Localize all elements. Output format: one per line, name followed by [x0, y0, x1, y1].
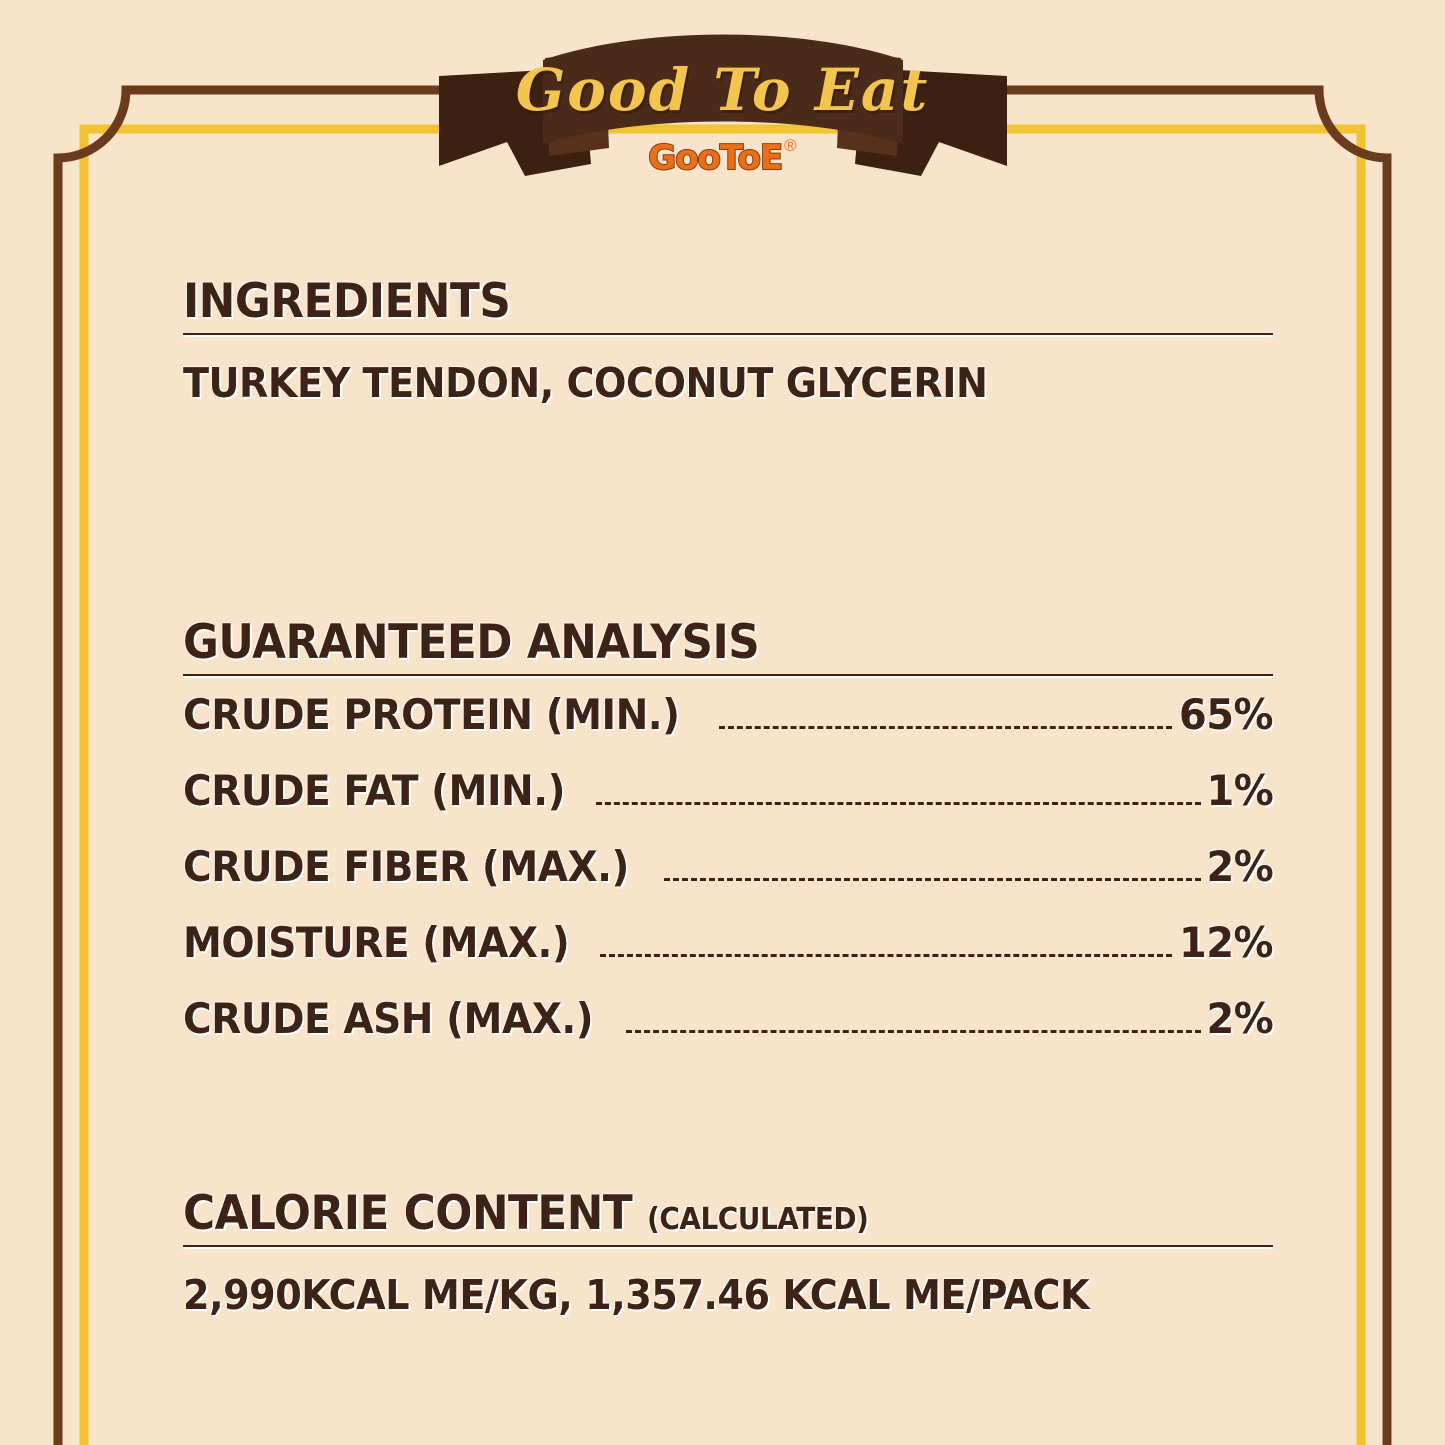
- ingredients-rule: [183, 332, 1273, 337]
- guaranteed-analysis-label: CRUDE FIBER (MAX.): [183, 841, 629, 891]
- guaranteed-analysis-row: CRUDE FAT (MIN.) 1%: [183, 766, 1273, 842]
- brand-ribbon: Good To Eat GooToE ®: [433, 24, 1013, 214]
- spacer-1: [183, 407, 1273, 619]
- guaranteed-analysis-rows: CRUDE PROTEIN (MIN.) 65% CRUDE FAT (MIN.) 1…: [183, 690, 1273, 1070]
- label-content: INGREDIENTS TURKEY TENDON, COCONUT GLYCE…: [183, 278, 1273, 1319]
- brand-name-text: GooToE: [647, 137, 784, 179]
- guaranteed-analysis-label: MOISTURE (MAX.): [183, 917, 570, 967]
- leader-dots: [600, 953, 1172, 957]
- guaranteed-analysis-value: 65%: [1178, 689, 1274, 739]
- guaranteed-analysis-rule: [183, 673, 1273, 678]
- calorie-content-heading-suffix: (CALCULATED): [647, 1201, 869, 1237]
- guaranteed-analysis-label: CRUDE PROTEIN (MIN.): [183, 689, 680, 739]
- guaranteed-analysis-row: MOISTURE (MAX.) 12%: [183, 918, 1273, 994]
- leader-dots: [664, 877, 1201, 881]
- guaranteed-analysis-label: CRUDE ASH (MAX.): [183, 993, 594, 1043]
- guaranteed-analysis-value: 1%: [1206, 765, 1273, 815]
- calorie-content-heading: CALORIE CONTENT (CALCULATED): [183, 1189, 1197, 1238]
- leader-dots: [718, 725, 1172, 729]
- ingredients-heading: INGREDIENTS: [183, 274, 511, 329]
- spacer-2: [183, 1070, 1273, 1190]
- leader-dots: [595, 801, 1201, 805]
- guaranteed-analysis-value: 12%: [1178, 917, 1274, 967]
- guaranteed-analysis-heading: GUARANTEED ANALYSIS: [183, 614, 760, 670]
- leader-dots: [626, 1029, 1201, 1033]
- guaranteed-analysis-row: CRUDE ASH (MAX.) 2%: [183, 994, 1273, 1070]
- section-calorie-content: CALORIE CONTENT (CALCULATED) 2,990KCAL M…: [183, 1189, 1273, 1319]
- guaranteed-analysis-label: CRUDE FAT (MIN.): [183, 765, 565, 815]
- guaranteed-analysis-row: CRUDE FIBER (MAX.) 2%: [183, 842, 1273, 918]
- guaranteed-analysis-value: 2%: [1206, 841, 1273, 891]
- guaranteed-analysis-row: CRUDE PROTEIN (MIN.) 65%: [183, 690, 1273, 766]
- section-guaranteed-analysis: GUARANTEED ANALYSIS CRUDE PROTEIN (MIN.)…: [183, 614, 1273, 1070]
- guaranteed-analysis-value: 2%: [1206, 993, 1273, 1043]
- ribbon-script-text: Good To Eat: [515, 56, 930, 124]
- ribbon-main: [542, 34, 903, 144]
- ingredients-body: TURKEY TENDON, COCONUT GLYCERIN: [183, 358, 988, 407]
- registered-trademark-icon: ®: [784, 136, 797, 155]
- section-ingredients: INGREDIENTS TURKEY TENDON, COCONUT GLYCE…: [183, 278, 1273, 407]
- calorie-content-heading-main: CALORIE CONTENT: [183, 1185, 633, 1241]
- calorie-content-body: 2,990KCAL ME/KG, 1,357.46 KCAL ME/PACK: [183, 1270, 1090, 1319]
- brand-mark: GooToE ®: [433, 136, 1013, 179]
- calorie-content-rule: [183, 1244, 1273, 1249]
